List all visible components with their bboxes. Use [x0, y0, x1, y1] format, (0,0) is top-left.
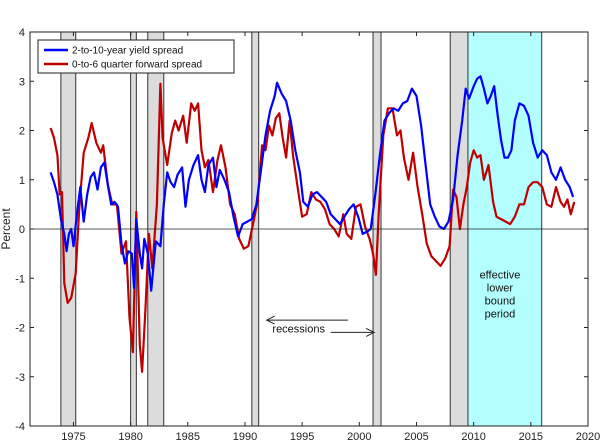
y-tick-label: -4 [15, 421, 25, 433]
series-layer [49, 75, 576, 373]
x-tick-label: 1975 [61, 431, 85, 443]
recessions-arrow-right-head [365, 327, 376, 337]
recessions-arrow-left-head [265, 315, 275, 325]
x-tick-label: 2020 [576, 431, 600, 443]
y-tick-label: -1 [15, 273, 25, 285]
y-tick-label: 3 [19, 76, 25, 88]
axes: 1975 1980 1985 1990 1995 2000 2005 2010 2015 2020… [15, 27, 600, 443]
x-tick-label: 1990 [233, 431, 257, 443]
x-tick-label: 1985 [176, 431, 200, 443]
x-tick-label: 1995 [290, 431, 314, 443]
x-tick-label: 1980 [118, 431, 142, 443]
y-tick-label: -3 [15, 372, 25, 384]
recessions-label: recessions [272, 324, 325, 336]
elb-label-line: effective [480, 269, 521, 281]
elb-label-line: bound [485, 295, 516, 307]
elb-label-line: lower [487, 282, 514, 294]
y-tick-label: 2 [19, 126, 25, 138]
x-tick-label: 2000 [347, 431, 371, 443]
x-tick-label: 2015 [519, 431, 543, 443]
y-tick-label: 0 [19, 224, 25, 236]
y-tick-label: 4 [19, 27, 25, 39]
series-line-2-to-10-year-spread [49, 75, 575, 292]
elb-label-line: period [485, 308, 516, 320]
legend-label: 0-to-6 quarter forward spread [72, 60, 202, 71]
legend: 2-to-10-year yield spread 0-to-6 quarter … [37, 39, 235, 74]
series-line-0-to-6-quarter-forward-spread [49, 82, 576, 373]
y-axis-title: Percent [0, 208, 13, 250]
x-tick-label: 2005 [404, 431, 428, 443]
legend-box [37, 39, 235, 74]
y-tick-label: -2 [15, 323, 25, 335]
x-tick-label: 2010 [461, 431, 485, 443]
y-tick-label: 1 [19, 175, 25, 187]
legend-label: 2-to-10-year yield spread [72, 46, 183, 57]
